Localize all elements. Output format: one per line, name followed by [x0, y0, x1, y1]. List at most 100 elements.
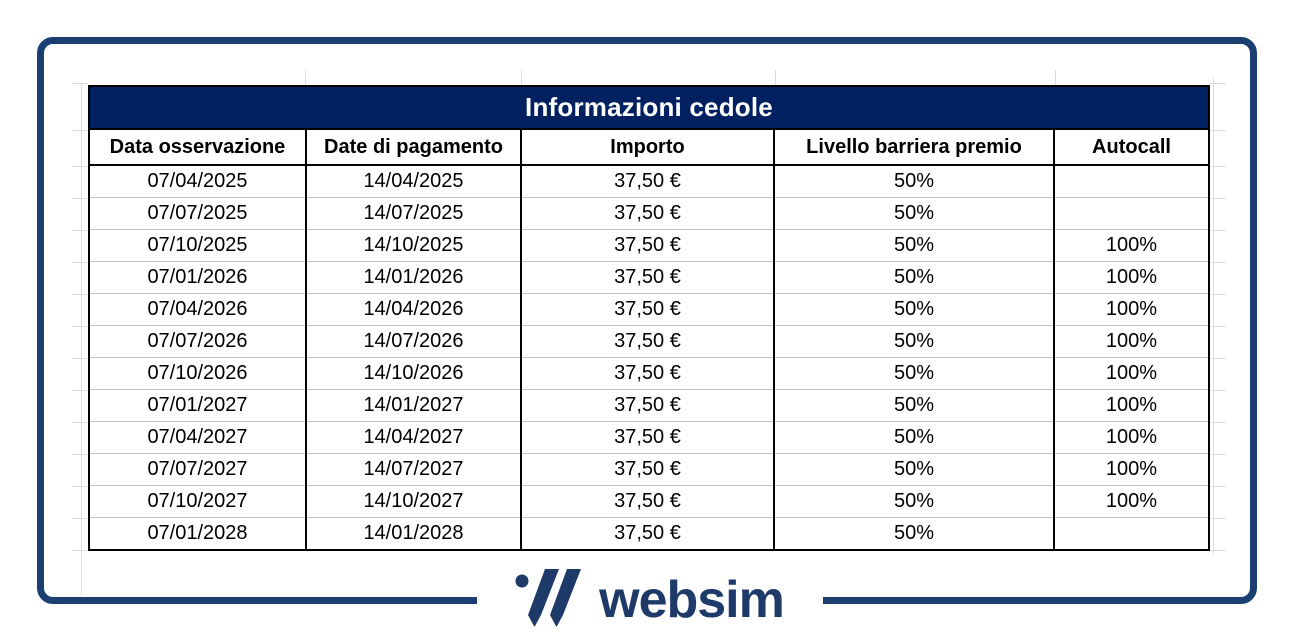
table-row: 07/04/2026 14/04/2026 37,50 €50% 100% — [90, 293, 1208, 326]
cell: 14/07/2027 — [305, 453, 521, 486]
column-header: Data osservazione — [90, 130, 306, 166]
cell: 37,50 € — [520, 165, 774, 198]
gridline-stub — [72, 166, 88, 167]
cell: 37,50 € — [520, 453, 774, 486]
table-header-row: Data osservazione Date di pagamento Import… — [90, 130, 1208, 166]
gridline-stub — [1213, 78, 1214, 554]
gridline-stub — [1210, 518, 1226, 519]
cell: 07/07/2026 — [90, 325, 306, 358]
gridline-stub — [72, 294, 88, 295]
gridline-stub — [1210, 358, 1226, 359]
gridline-stub — [1210, 230, 1226, 231]
cell: 50% — [773, 325, 1054, 358]
coupon-table-grid: Data osservazione Date di pagamento Import… — [90, 130, 1208, 549]
gridline-stub — [72, 262, 88, 263]
cell — [1053, 165, 1208, 198]
cell: 100% — [1053, 261, 1208, 294]
cell: 50% — [773, 293, 1054, 326]
gridline-stub — [72, 198, 88, 199]
cell: 07/10/2026 — [90, 357, 306, 390]
websim-w-icon — [515, 569, 582, 627]
cell: 100% — [1053, 229, 1208, 262]
cell: 14/04/2025 — [305, 165, 521, 198]
cell: 37,50 € — [520, 389, 774, 422]
gridline-stub — [72, 83, 88, 84]
cell: 07/10/2025 — [90, 229, 306, 262]
gridline-stub — [1055, 70, 1056, 85]
cell: 50% — [773, 453, 1054, 486]
cell: 100% — [1053, 389, 1208, 422]
cell: 50% — [773, 357, 1054, 390]
table-row: 07/07/2025 14/07/2025 37,50 €50% — [90, 197, 1208, 230]
cell: 14/10/2026 — [305, 357, 521, 390]
gridline-stub — [1210, 486, 1226, 487]
cell: 50% — [773, 197, 1054, 230]
gridline-stub — [1210, 198, 1226, 199]
gridline-stub — [81, 83, 82, 595]
cell: 37,50 € — [520, 197, 774, 230]
gridline-stub — [72, 454, 88, 455]
cell: 07/07/2027 — [90, 453, 306, 486]
table-row: 07/01/2028 14/01/2028 37,50 €50% — [90, 517, 1208, 549]
gridline-stub — [72, 518, 88, 519]
table-row: 07/04/2025 14/04/2025 37,50 €50% — [90, 165, 1208, 198]
cell: 100% — [1053, 325, 1208, 358]
cell — [1053, 517, 1208, 549]
gridline-stub — [72, 422, 88, 423]
table-row: 07/01/2026 14/01/2026 37,50 €50% 100% — [90, 261, 1208, 294]
gridline-stub — [72, 486, 88, 487]
cell: 07/07/2025 — [90, 197, 306, 230]
cell: 14/01/2026 — [305, 261, 521, 294]
gridline-stub — [1210, 83, 1226, 84]
cell: 100% — [1053, 421, 1208, 454]
table-title: Informazioni cedole — [90, 87, 1208, 130]
gridline-stub — [72, 358, 88, 359]
table-row: 07/10/2027 14/10/2027 37,50 €50% 100% — [90, 485, 1208, 518]
gridline-stub — [1210, 390, 1226, 391]
column-header: Livello barriera premio — [773, 130, 1054, 166]
column-header: Importo — [520, 130, 774, 166]
cell: 07/04/2026 — [90, 293, 306, 326]
gridline-stub — [72, 390, 88, 391]
cell: 50% — [773, 389, 1054, 422]
cell: 37,50 € — [520, 485, 774, 518]
column-header: Date di pagamento — [305, 130, 521, 166]
table-row: 07/04/2027 14/04/2027 37,50 €50% 100% — [90, 421, 1208, 454]
coupon-info-table: Informazioni cedole Data osservazione Dat… — [88, 85, 1210, 551]
gridline-stub — [72, 550, 88, 551]
websim-logo: websim — [0, 560, 1298, 638]
cell: 100% — [1053, 293, 1208, 326]
cell: 07/01/2026 — [90, 261, 306, 294]
table-row: 07/10/2025 14/10/2025 37,50 €50% 100% — [90, 229, 1208, 262]
cell: 37,50 € — [520, 325, 774, 358]
gridline-stub — [1210, 166, 1226, 167]
gridline-stub — [521, 70, 522, 85]
cell: 14/10/2027 — [305, 485, 521, 518]
gridline-stub — [1210, 294, 1226, 295]
cell: 37,50 € — [520, 517, 774, 549]
table-row: 07/10/2026 14/10/2026 37,50 €50% 100% — [90, 357, 1208, 390]
table-row: 07/01/2027 14/01/2027 37,50 €50% 100% — [90, 389, 1208, 422]
gridline-stub — [1210, 550, 1226, 551]
cell: 07/01/2028 — [90, 517, 306, 549]
table-row: 07/07/2026 14/07/2026 37,50 €50% 100% — [90, 325, 1208, 358]
cell: 100% — [1053, 485, 1208, 518]
cell: 07/04/2025 — [147, 170, 248, 192]
cell: 50% — [773, 421, 1054, 454]
cell: 07/04/2027 — [90, 421, 306, 454]
cell: 14/01/2028 — [305, 517, 521, 549]
cell: 07/01/2027 — [90, 389, 306, 422]
column-header: Autocall — [1053, 130, 1208, 166]
gridline-stub — [72, 130, 88, 131]
cell: 50% — [773, 165, 1054, 198]
cell: 37,50 € — [520, 357, 774, 390]
cell: 100% — [1053, 453, 1208, 486]
gridline-stub — [1210, 130, 1226, 131]
cell: 14/07/2025 — [305, 197, 521, 230]
cell: 50% — [773, 261, 1054, 294]
gridline-stub — [1210, 454, 1226, 455]
cell: 37,50 € — [520, 261, 774, 294]
cell: 37,50 € — [520, 421, 774, 454]
gridline-stub — [775, 70, 776, 85]
